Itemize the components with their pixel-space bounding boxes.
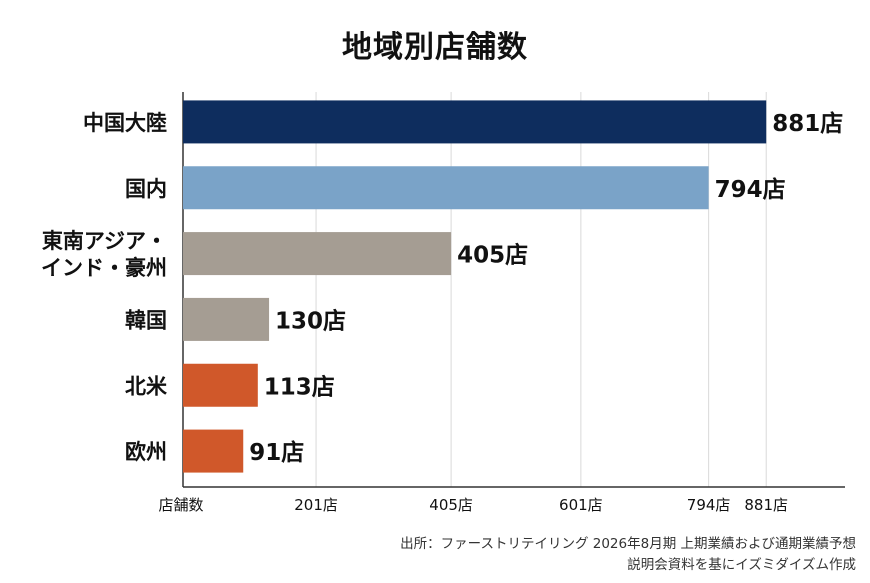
- grid-lines: [182, 92, 845, 488]
- category-label-line: インド・豪州: [41, 256, 167, 280]
- source-line-2: 説明会資料を基にイズミダイズム作成: [627, 557, 856, 573]
- category-label: 中国大陸: [83, 111, 167, 135]
- bar: [183, 100, 767, 144]
- category-label: 欧州: [125, 440, 167, 464]
- x-tick-label: 794店: [687, 496, 731, 514]
- x-tick-label: 店舗数: [158, 496, 203, 514]
- category-label-line: 国内: [125, 177, 167, 201]
- category-label-line: 中国大陸: [83, 111, 167, 135]
- category-label-line: 韓国: [125, 308, 167, 332]
- source-note: 出所：ファーストリテイリング 2026年8月期 上期業績および通期業績予想 説明…: [400, 534, 856, 576]
- value-label: 91店: [249, 440, 304, 466]
- value-label: 130店: [275, 308, 346, 334]
- value-label: 794店: [715, 177, 786, 203]
- category-label-line: 東南アジア・: [42, 229, 167, 253]
- category-label-line: 北米: [125, 374, 168, 398]
- x-axis-ticks: 店舗数 201店 405店 601店 794店 881店: [158, 496, 788, 514]
- bar: [183, 429, 244, 473]
- bar: [183, 363, 258, 407]
- category-label: 国内: [125, 177, 167, 201]
- bar: [183, 297, 270, 341]
- chart-title: 地域別店舗数: [342, 30, 528, 65]
- value-labels: 881店 794店 405店 130店 113店 91店: [249, 111, 843, 466]
- bar: [183, 166, 709, 210]
- category-label: 東南アジア・インド・豪州: [41, 229, 167, 280]
- x-tick-label: 201店: [294, 496, 338, 514]
- category-label: 韓国: [125, 308, 167, 332]
- bar: [183, 232, 452, 276]
- value-label: 881店: [772, 111, 843, 137]
- category-label: 北米: [125, 374, 168, 398]
- x-tick-label: 881店: [744, 496, 788, 514]
- value-label: 113店: [264, 374, 335, 400]
- source-line-1: 出所：ファーストリテイリング 2026年8月期 上期業績および通期業績予想: [400, 536, 856, 552]
- x-tick-label: 601店: [559, 496, 603, 514]
- category-label-line: 欧州: [125, 440, 167, 464]
- x-tick-label: 405店: [429, 496, 473, 514]
- bars: [183, 100, 767, 473]
- value-label: 405店: [457, 243, 528, 269]
